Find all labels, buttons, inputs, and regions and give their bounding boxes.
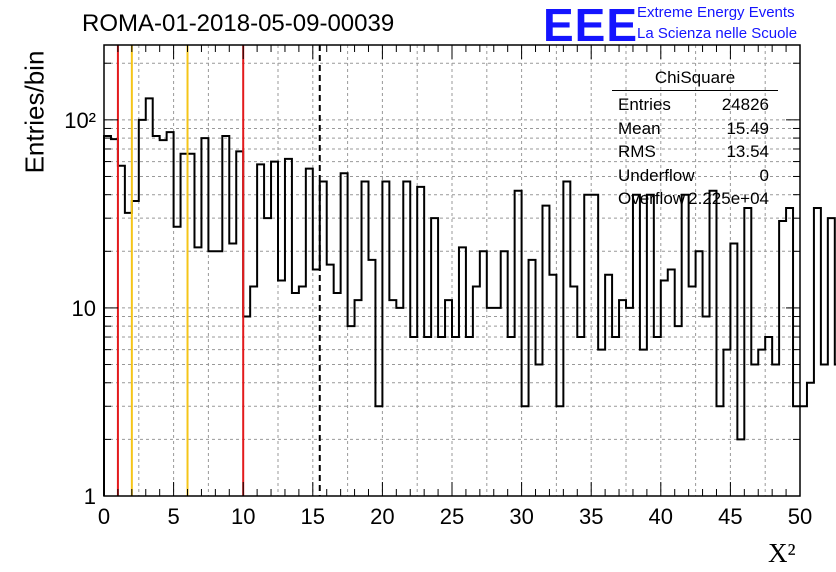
logo-line-1: Extreme Energy Events bbox=[637, 4, 795, 21]
stats-key: Underflow bbox=[618, 165, 695, 185]
stats-row-entries: Entries 24826 bbox=[612, 93, 778, 117]
stats-key: Entries bbox=[618, 95, 671, 114]
stats-row-overflow: Overflow 2.225e+04 bbox=[612, 187, 778, 211]
stats-value: 13.54 bbox=[726, 142, 769, 161]
chart-title: ROMA-01-2018-05-09-00039 bbox=[82, 10, 395, 37]
x-tick-label: 50 bbox=[788, 504, 812, 529]
y-axis-label: Entries/bin bbox=[19, 50, 50, 174]
y-tick-labels: 1 10 10² bbox=[64, 108, 96, 509]
stats-row-rms: RMS 13.54 bbox=[612, 140, 778, 164]
x-tick-label: 10 bbox=[231, 504, 255, 529]
y-tick-label: 10 bbox=[72, 296, 96, 321]
x-tick-label: 35 bbox=[579, 504, 603, 529]
x-tick-label: 15 bbox=[301, 504, 325, 529]
x-tick-labels: 0 5 10 15 20 25 30 35 40 45 50 bbox=[98, 504, 812, 529]
logo-line-2: La Scienza nelle Scuole bbox=[637, 25, 798, 42]
stats-key: Mean bbox=[618, 118, 661, 138]
axis-ticks bbox=[103, 45, 801, 496]
stats-row-mean: Mean 15.49 bbox=[612, 117, 778, 141]
eee-logo: EEE bbox=[543, 0, 639, 51]
x-tick-label: 45 bbox=[718, 504, 742, 529]
y-tick-label: 10² bbox=[64, 108, 96, 133]
x-tick-label: 30 bbox=[509, 504, 533, 529]
x-tick-label: 0 bbox=[98, 504, 110, 529]
stats-value: 15.49 bbox=[726, 118, 769, 138]
stats-value: 2.225e+04 bbox=[688, 189, 769, 208]
stats-title: ChiSquare bbox=[612, 66, 778, 91]
logo-caption: Extreme Energy Events La Scienza nelle S… bbox=[637, 2, 797, 44]
x-tick-label: 25 bbox=[440, 504, 464, 529]
x-tick-label: 20 bbox=[370, 504, 394, 529]
stats-key: RMS bbox=[618, 142, 656, 161]
x-axis-label: X² bbox=[768, 538, 796, 568]
x-tick-label: 40 bbox=[649, 504, 673, 529]
y-tick-label: 1 bbox=[84, 484, 96, 509]
stats-value: 24826 bbox=[721, 95, 769, 114]
stats-key: Overflow bbox=[618, 189, 686, 208]
cut-lines bbox=[116, 45, 321, 496]
stats-row-underflow: Underflow 0 bbox=[612, 164, 778, 188]
stats-box: ChiSquare Entries 24826 Mean 15.49 RMS 1… bbox=[612, 66, 778, 211]
x-tick-label: 5 bbox=[167, 504, 179, 529]
stats-value: 0 bbox=[759, 165, 769, 185]
